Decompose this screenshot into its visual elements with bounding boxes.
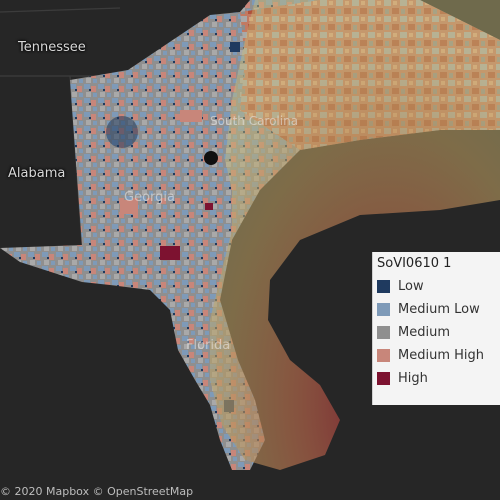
county-high xyxy=(205,203,213,210)
legend-swatch xyxy=(377,303,390,316)
legend-items: Low Medium Low Medium Medium High High xyxy=(377,275,500,390)
legend-item[interactable]: Medium Low xyxy=(377,298,500,321)
map-attribution[interactable]: © 2020 Mapbox © OpenStreetMap xyxy=(0,485,194,498)
legend-item[interactable]: High xyxy=(377,367,500,390)
legend-label: Medium Low xyxy=(398,302,480,317)
county-high xyxy=(160,246,180,260)
legend-label: Low xyxy=(398,279,424,294)
county-low xyxy=(230,42,240,52)
legend-label: Medium High xyxy=(398,348,484,363)
label-alabama: Alabama xyxy=(8,166,66,181)
legend-title: SoVI0610 1 xyxy=(377,256,452,271)
county-high xyxy=(204,151,218,165)
legend-item[interactable]: Medium High xyxy=(377,344,500,367)
legend-swatch xyxy=(377,326,390,339)
legend-swatch xyxy=(377,280,390,293)
label-south-carolina: South Carolina xyxy=(210,114,299,128)
legend-item[interactable]: Low xyxy=(377,275,500,298)
label-tennessee: Tennessee xyxy=(18,40,86,55)
county-medium-high xyxy=(180,110,202,122)
legend-panel[interactable]: SoVI0610 1 Low Medium Low Medium Medium Hig… xyxy=(372,252,500,405)
legend-label: High xyxy=(398,371,428,386)
legend-item[interactable]: Medium xyxy=(377,321,500,344)
legend-swatch xyxy=(377,372,390,385)
county-cluster-atlanta xyxy=(106,116,138,148)
label-georgia: Georgia xyxy=(124,190,175,205)
county-medium-high xyxy=(120,200,138,214)
legend-label: Medium xyxy=(398,325,450,340)
legend-swatch xyxy=(377,349,390,362)
hurricane-forecast-cone[interactable] xyxy=(210,0,500,470)
label-florida: Florida xyxy=(186,338,231,353)
